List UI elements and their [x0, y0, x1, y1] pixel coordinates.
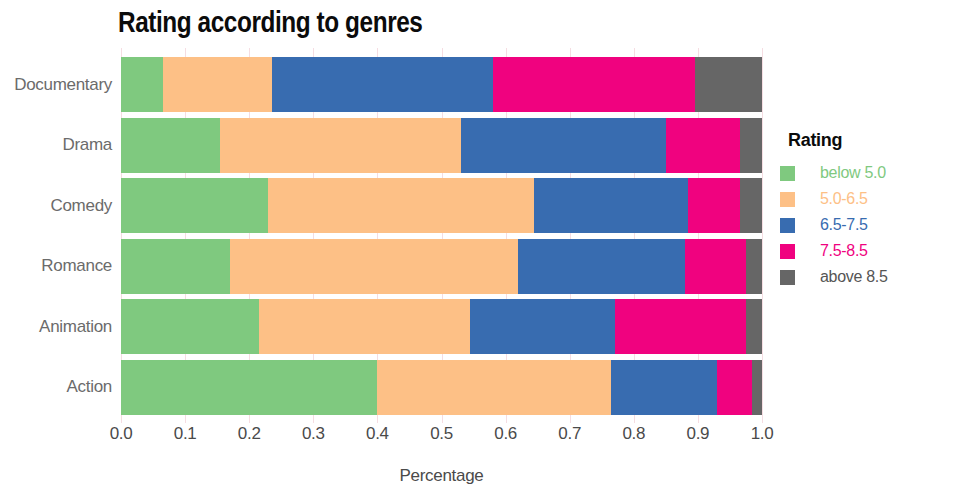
bar-row: Action [0, 360, 762, 415]
bar-segment-5-0-6-5 [259, 299, 471, 354]
stacked-bar [121, 178, 762, 233]
genre-label: Comedy [0, 196, 121, 216]
x-tick-label: 0.7 [558, 424, 581, 444]
x-axis-ticks: 0.00.10.20.30.40.50.60.70.80.91.0 [121, 424, 762, 446]
legend-swatch [780, 244, 795, 259]
stacked-bar [121, 57, 762, 112]
legend-label: below 5.0 [820, 164, 886, 182]
grid-line [762, 48, 763, 423]
bar-segment-below-5-0 [121, 118, 220, 173]
legend-item: below 5.0 [780, 160, 960, 186]
legend-item: above 8.5 [780, 264, 960, 290]
legend-item: 5.0-6.5 [780, 186, 960, 212]
chart-title: Rating according to genres [118, 6, 422, 39]
bar-segment-above-8-5 [746, 299, 762, 354]
genre-label: Documentary [0, 75, 121, 95]
legend-swatch [780, 166, 795, 181]
bar-segment-7-5-8-5 [615, 299, 746, 354]
bar-segment-5-0-6-5 [220, 118, 460, 173]
legend-label: 6.5-7.5 [820, 216, 868, 234]
legend-item: 7.5-8.5 [780, 238, 960, 264]
x-tick-label: 0.3 [302, 424, 325, 444]
bar-segment-5-0-6-5 [163, 57, 272, 112]
bar-row: Romance [0, 239, 762, 294]
x-tick-label: 0.5 [430, 424, 453, 444]
bar-segment-7-5-8-5 [717, 360, 752, 415]
bar-segment-below-5-0 [121, 178, 268, 233]
bar-segment-5-0-6-5 [230, 239, 518, 294]
legend-item: 6.5-7.5 [780, 212, 960, 238]
stacked-bar [121, 239, 762, 294]
bar-segment-above-8-5 [695, 57, 762, 112]
bar-segment-7-5-8-5 [493, 57, 695, 112]
bar-segment-5-0-6-5 [377, 360, 611, 415]
bar-segment-above-8-5 [752, 360, 762, 415]
genre-label: Romance [0, 256, 121, 276]
x-axis-title: Percentage [121, 466, 762, 486]
legend: Rating below 5.0 5.0-6.5 6.5-7.5 7.5-8.5 abo… [780, 130, 960, 290]
bar-segment-below-5-0 [121, 360, 377, 415]
bar-segment-6-5-7-5 [518, 239, 685, 294]
legend-label: 7.5-8.5 [820, 242, 868, 260]
x-tick-label: 0.6 [494, 424, 517, 444]
bar-segment-6-5-7-5 [611, 360, 717, 415]
legend-label: above 8.5 [820, 268, 888, 286]
bar-segment-6-5-7-5 [272, 57, 493, 112]
bar-row: Drama [0, 118, 762, 173]
bar-row: Comedy [0, 178, 762, 233]
stacked-bar [121, 299, 762, 354]
bar-segment-above-8-5 [740, 118, 762, 173]
bar-segment-7-5-8-5 [685, 239, 746, 294]
legend-title: Rating [788, 130, 960, 151]
bar-segment-6-5-7-5 [470, 299, 614, 354]
bar-segment-6-5-7-5 [461, 118, 666, 173]
bar-segment-below-5-0 [121, 57, 163, 112]
legend-swatch [780, 270, 795, 285]
x-tick-label: 0.0 [110, 424, 133, 444]
bar-row: Documentary [0, 57, 762, 112]
x-tick-label: 0.4 [366, 424, 389, 444]
bar-segment-above-8-5 [746, 239, 762, 294]
x-tick-label: 0.1 [174, 424, 197, 444]
x-tick-label: 0.8 [622, 424, 645, 444]
x-tick-label: 0.9 [687, 424, 710, 444]
stacked-bar [121, 360, 762, 415]
bar-segment-7-5-8-5 [688, 178, 739, 233]
bar-rows: Documentary Drama Comedy Romance Animation Ac… [0, 57, 762, 415]
chart-page: Rating according to genres Documentary Dr… [0, 0, 960, 500]
bar-segment-below-5-0 [121, 239, 230, 294]
bar-segment-6-5-7-5 [534, 178, 688, 233]
legend-swatch [780, 192, 795, 207]
genre-label: Drama [0, 135, 121, 155]
genre-label: Animation [0, 317, 121, 337]
x-tick-label: 1.0 [751, 424, 774, 444]
legend-swatch [780, 218, 795, 233]
legend-label: 5.0-6.5 [820, 190, 868, 208]
genre-label: Action [0, 377, 121, 397]
bar-segment-7-5-8-5 [666, 118, 740, 173]
bar-row: Animation [0, 299, 762, 354]
x-tick-label: 0.2 [238, 424, 261, 444]
plot-area: Documentary Drama Comedy Romance Animation Ac… [0, 48, 762, 423]
bar-segment-5-0-6-5 [268, 178, 534, 233]
stacked-bar [121, 118, 762, 173]
legend-items: below 5.0 5.0-6.5 6.5-7.5 7.5-8.5 above 8.5 [780, 160, 960, 290]
bar-segment-above-8-5 [740, 178, 762, 233]
bar-segment-below-5-0 [121, 299, 259, 354]
